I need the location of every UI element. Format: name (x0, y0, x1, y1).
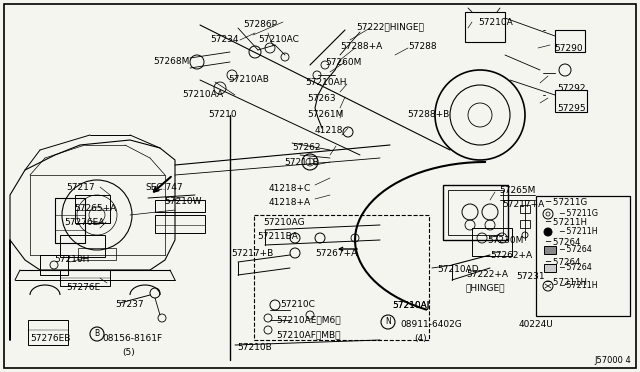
Text: 57265+A: 57265+A (74, 204, 116, 213)
Text: 〈HINGE〉: 〈HINGE〉 (466, 283, 506, 292)
Bar (60, 235, 105, 257)
Text: ─ 57211H: ─ 57211H (559, 282, 598, 291)
Bar (55, 198, 85, 243)
Circle shape (544, 228, 552, 236)
Text: 57276E: 57276E (66, 283, 100, 292)
Bar (472, 228, 512, 256)
Text: 08911-6402G: 08911-6402G (400, 320, 461, 329)
Text: 57210A: 57210A (478, 18, 513, 27)
Text: 57210B: 57210B (237, 343, 272, 352)
Text: 57261M: 57261M (307, 110, 344, 119)
Text: 08156-8161F: 08156-8161F (102, 334, 162, 343)
Text: 57210AE〈M6〉: 57210AE〈M6〉 (276, 315, 340, 324)
Text: 57262+A: 57262+A (490, 251, 532, 260)
Text: ─ 57211H: ─ 57211H (545, 218, 587, 227)
Bar (555, 30, 585, 52)
Bar (78, 248, 116, 260)
Text: 57210W: 57210W (164, 197, 202, 206)
Text: 57211BA: 57211BA (257, 232, 298, 241)
Bar (520, 205, 530, 213)
Text: 57210AH: 57210AH (305, 78, 346, 87)
Text: 41218: 41218 (315, 126, 344, 135)
Text: J57000 4: J57000 4 (594, 356, 631, 365)
Bar (555, 90, 587, 112)
Bar (60, 270, 110, 286)
Text: 41218+A: 41218+A (269, 198, 311, 207)
Text: 57210C: 57210C (280, 300, 315, 309)
Bar (465, 12, 505, 42)
Text: 57211B: 57211B (284, 158, 319, 167)
Text: ─ 57211G: ─ 57211G (559, 209, 598, 218)
Text: 57286P: 57286P (243, 20, 277, 29)
Text: ─ 57211H: ─ 57211H (559, 228, 598, 237)
Text: 57210AB: 57210AB (228, 75, 269, 84)
Text: ─ 57211G: ─ 57211G (545, 198, 588, 207)
Text: 57222〈HINGE〉: 57222〈HINGE〉 (356, 22, 424, 31)
Text: 57276EA: 57276EA (64, 218, 104, 227)
Text: 57210AC: 57210AC (258, 35, 299, 44)
Text: 57295: 57295 (557, 104, 586, 113)
Text: 57265M: 57265M (499, 186, 536, 195)
Text: ─ 57264: ─ 57264 (559, 246, 592, 254)
Bar (254, 215, 429, 340)
Text: 40224U: 40224U (519, 320, 554, 329)
Text: 57234: 57234 (210, 35, 239, 44)
Text: 57292: 57292 (557, 84, 586, 93)
Text: 57210AF〈MB〉: 57210AF〈MB〉 (276, 330, 340, 339)
Text: 57217: 57217 (66, 183, 95, 192)
Text: ─ 57264: ─ 57264 (545, 258, 580, 267)
Text: (4): (4) (414, 334, 427, 343)
Text: 57237: 57237 (115, 300, 143, 309)
Bar (544, 264, 556, 272)
Bar (155, 200, 205, 212)
Text: 57263: 57263 (307, 94, 335, 103)
Bar (544, 246, 556, 254)
Bar (448, 190, 503, 235)
Text: 57231: 57231 (516, 272, 545, 281)
Bar (520, 220, 530, 228)
Text: ─ 57264: ─ 57264 (545, 238, 580, 247)
Text: 57267+A: 57267+A (315, 249, 357, 258)
Text: 57262: 57262 (292, 143, 321, 152)
Text: 57210AG: 57210AG (263, 218, 305, 227)
Text: 57288+B: 57288+B (407, 110, 449, 119)
Text: 57288: 57288 (408, 42, 436, 51)
Text: 57276EB: 57276EB (30, 334, 70, 343)
Text: 57222+A: 57222+A (466, 270, 508, 279)
Text: N: N (385, 317, 391, 327)
Text: SEC.747: SEC.747 (145, 183, 182, 192)
Text: 57210: 57210 (208, 110, 237, 119)
Bar (28, 320, 68, 345)
Text: 41218+C: 41218+C (269, 184, 311, 193)
Bar (75, 195, 110, 223)
Text: 57260M: 57260M (325, 58, 362, 67)
Bar (40, 255, 68, 275)
Text: ─ 57264: ─ 57264 (559, 263, 592, 273)
Text: 57290: 57290 (554, 44, 582, 53)
Bar (155, 215, 205, 233)
Bar (536, 196, 630, 316)
Text: 57210AJ: 57210AJ (392, 301, 429, 310)
Text: 57217+A: 57217+A (502, 200, 544, 209)
Text: (5): (5) (122, 348, 135, 357)
Text: 57210AD: 57210AD (437, 265, 479, 274)
Text: B: B (95, 330, 100, 339)
Text: 57288+A: 57288+A (340, 42, 382, 51)
Bar (443, 185, 508, 240)
Text: 57210H: 57210H (54, 255, 90, 264)
Text: 57230M: 57230M (487, 236, 524, 245)
Text: 57210AA: 57210AA (182, 90, 223, 99)
Text: 57217+B: 57217+B (231, 249, 273, 258)
Text: ─ 57211H: ─ 57211H (545, 278, 587, 287)
Text: 57210AJ: 57210AJ (392, 301, 429, 310)
Text: 57268M: 57268M (153, 57, 189, 66)
